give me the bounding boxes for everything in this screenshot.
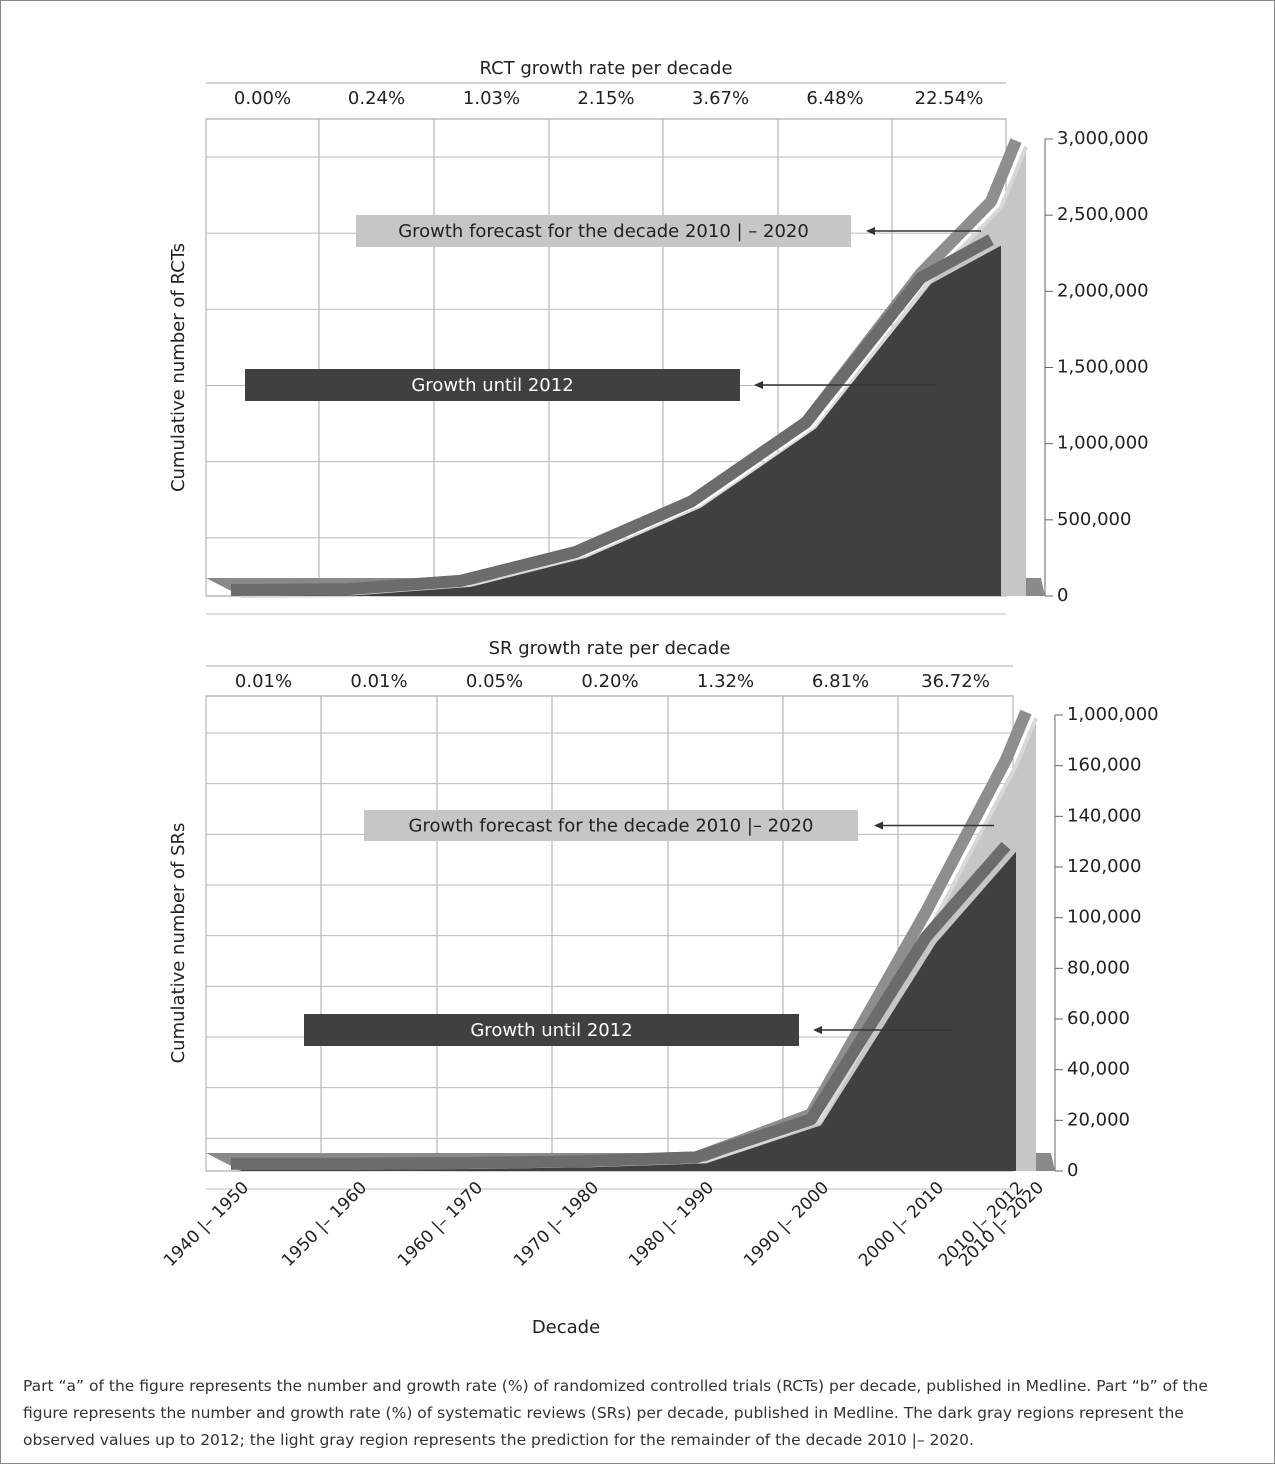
annotation-text: Growth forecast for the decade 2010 | – …	[398, 221, 809, 242]
arrow-head	[813, 1026, 822, 1034]
y-tick-label: 1,000,000	[1057, 433, 1149, 454]
y-tick-label: 120,000	[1067, 856, 1141, 877]
series-edge	[230, 234, 994, 596]
y-tick-label: 1,000,000	[1067, 704, 1159, 725]
growth-rate-label: 3.67%	[692, 88, 749, 109]
chart: RCT growth rate per decade 0.00% 0.24% 1.03…	[160, 58, 1159, 1338]
annotation-box	[356, 215, 851, 247]
series-area	[241, 851, 1016, 1171]
arrow-head	[754, 381, 763, 389]
series-area	[241, 245, 1001, 596]
y-tick-label: 140,000	[1067, 805, 1141, 826]
growth-rate-label: 2.15%	[577, 88, 634, 109]
y-tick-label: 500,000	[1057, 509, 1131, 530]
growth-rate-label: 1.32%	[697, 671, 754, 692]
growth-rate-label: 0.05%	[466, 671, 523, 692]
caption: Part “a” of the figure represents the nu…	[23, 1377, 1208, 1449]
annotation-text: Growth forecast for the decade 2010 |– 2…	[409, 816, 814, 837]
growth-rate-label: 6.48%	[806, 88, 863, 109]
annotation-text: Growth until 2012	[411, 375, 573, 396]
y-tick-label: 160,000	[1067, 755, 1141, 776]
y-tick-label: 2,000,000	[1057, 280, 1149, 301]
x-tick-label: 1990 |– 2000	[740, 1178, 833, 1271]
y-axis-label: Cumulative number of RCTs	[168, 243, 189, 492]
y-tick-label: 60,000	[1067, 1008, 1130, 1029]
growth-rate-label: 1.03%	[463, 88, 520, 109]
y-tick-label: 1,500,000	[1057, 357, 1149, 378]
x-axis-label: Decade	[532, 1317, 600, 1338]
growth-rate-label: 0.01%	[235, 671, 292, 692]
y-tick-label: 0	[1057, 585, 1068, 606]
y-axis-label: Cumulative number of SRs	[168, 823, 189, 1064]
rate-title: RCT growth rate per decade	[479, 58, 732, 79]
growth-rate-label: 0.01%	[350, 671, 407, 692]
annotation-text: Growth until 2012	[470, 1020, 632, 1041]
growth-rate-label: 0.24%	[348, 88, 405, 109]
y-tick-label: 40,000	[1067, 1059, 1130, 1080]
x-tick-label: 1980 |– 1990	[625, 1178, 718, 1271]
y-tick-label: 2,500,000	[1057, 204, 1149, 225]
growth-rate-label: 36.72%	[921, 671, 990, 692]
series-edge	[231, 841, 1011, 1170]
x-tick-label: 1940 |– 1950	[160, 1178, 253, 1271]
growth-rate-label: 22.54%	[915, 88, 984, 109]
arrow-head	[874, 821, 883, 830]
y-tick-label: 3,000,000	[1057, 128, 1149, 149]
x-tick-label: 1960 |– 1970	[394, 1178, 487, 1271]
annotation-box	[364, 810, 858, 841]
annotation-box	[245, 369, 740, 401]
growth-rate-label: 0.20%	[581, 671, 638, 692]
annotation-box	[304, 1014, 799, 1046]
y-tick-label: 20,000	[1067, 1109, 1130, 1130]
x-tick-label: 1950 |– 1960	[278, 1178, 371, 1271]
y-tick-label: 80,000	[1067, 957, 1130, 978]
y-tick-label: 100,000	[1067, 907, 1141, 928]
rate-title: SR growth rate per decade	[489, 638, 731, 659]
x-tick-label: 1970 |– 1980	[510, 1178, 603, 1271]
growth-rate-label: 0.00%	[234, 88, 291, 109]
y-tick-label: 0	[1067, 1160, 1078, 1181]
growth-rate-label: 6.81%	[812, 671, 869, 692]
arrow-head	[866, 227, 875, 235]
